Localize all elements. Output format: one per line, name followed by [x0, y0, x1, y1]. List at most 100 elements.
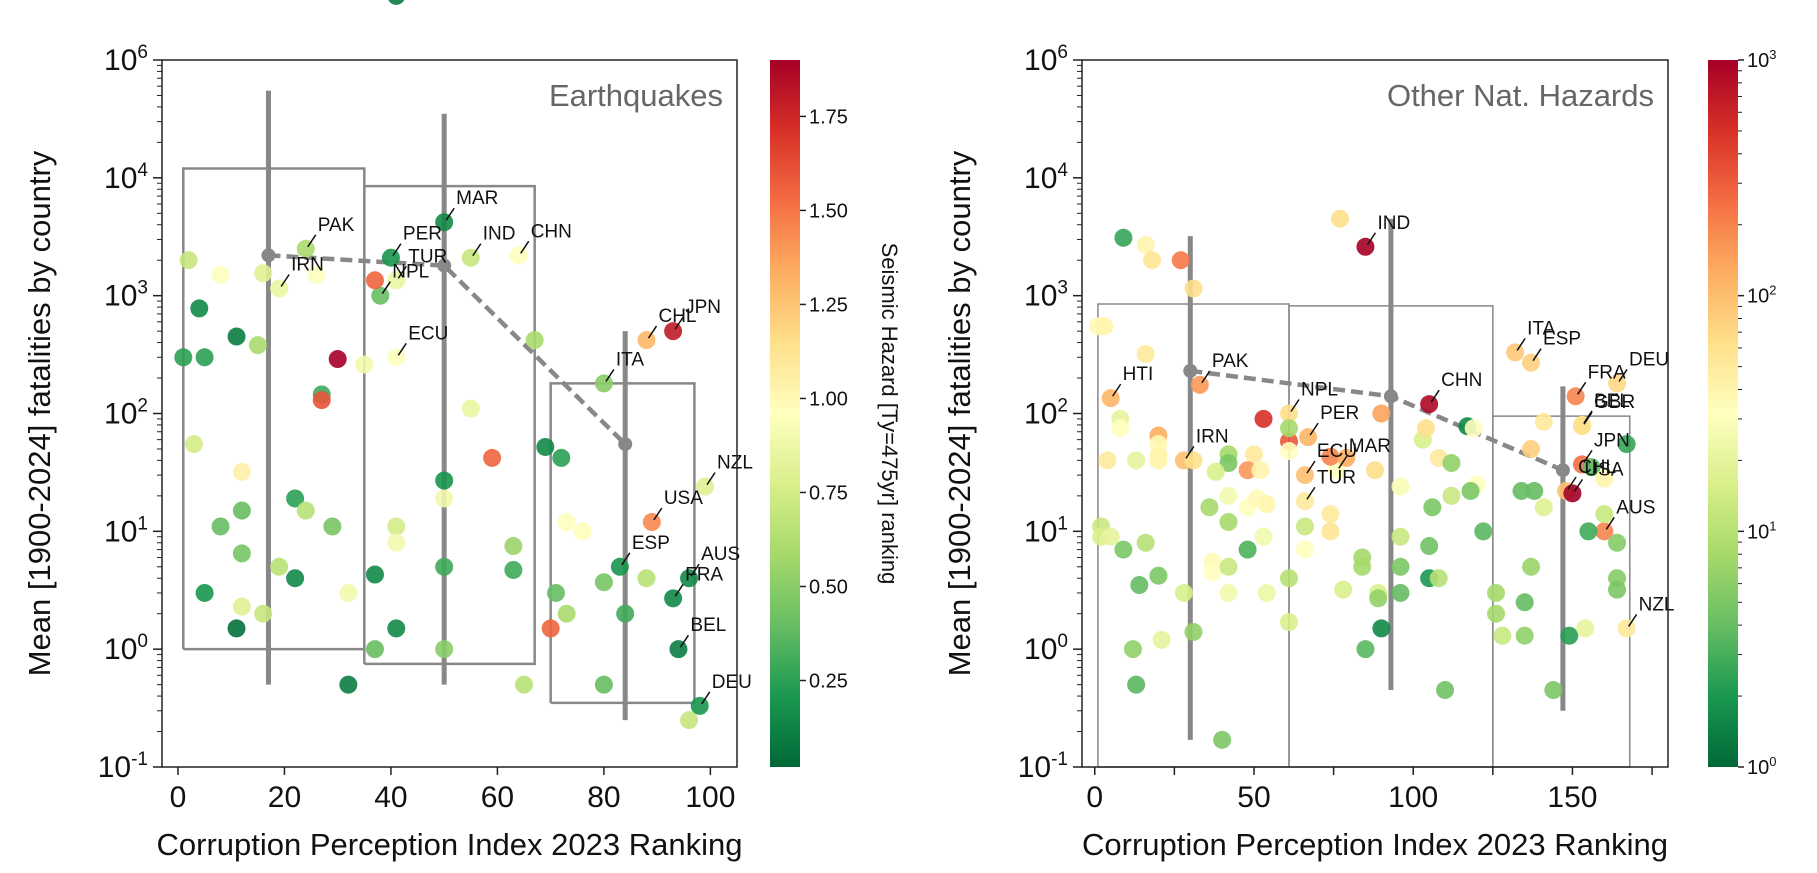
x-tick-label: 50 — [1237, 781, 1270, 814]
point-ind — [461, 248, 480, 267]
point-esp — [1522, 353, 1541, 372]
point-chl — [637, 331, 656, 350]
data-point — [365, 271, 384, 290]
median-marker — [1555, 463, 1570, 478]
data-point — [1369, 589, 1388, 608]
country-label-jpn: JPN — [1594, 430, 1630, 451]
data-point — [1321, 447, 1340, 466]
data-point — [1098, 451, 1117, 470]
data-point — [1525, 481, 1544, 500]
point-ita — [594, 374, 613, 393]
data-point — [1280, 419, 1299, 438]
data-point — [616, 604, 635, 623]
label-leader — [1185, 445, 1195, 459]
data-point — [1136, 533, 1155, 552]
data-point — [483, 448, 502, 467]
y-tick-label: 101 — [104, 513, 148, 548]
point-pak — [1190, 375, 1209, 394]
label-leader — [1567, 476, 1577, 490]
data-point — [1280, 442, 1299, 461]
data-point — [232, 597, 251, 616]
data-point — [1280, 613, 1299, 632]
data-point — [1321, 522, 1340, 541]
colorbar-tick-label: 101 — [1747, 518, 1776, 543]
data-point — [1219, 583, 1238, 602]
label-leader — [1605, 516, 1615, 530]
median-marker — [437, 258, 452, 273]
label-leader — [1290, 399, 1300, 412]
data-point — [1461, 481, 1480, 500]
y-tick-label: 102 — [104, 396, 148, 431]
y-tick-label: 104 — [104, 160, 148, 195]
data-point — [1534, 412, 1553, 431]
label-leader — [445, 207, 455, 221]
data-point — [435, 640, 454, 659]
label-leader — [605, 369, 615, 382]
country-label-deu: DEU — [712, 672, 752, 693]
data-point — [1330, 209, 1349, 228]
country-label-per: PER — [1320, 403, 1359, 424]
data-point — [1251, 461, 1270, 480]
y-tick-label: 106 — [104, 42, 148, 77]
data-point — [1238, 540, 1257, 559]
colorbar-tick-label: 100 — [1747, 754, 1776, 779]
y-tick-label: 101 — [1024, 513, 1068, 548]
data-point — [1152, 630, 1171, 649]
data-point — [1366, 461, 1384, 480]
label-leader — [1306, 460, 1316, 474]
bin-box — [182, 167, 366, 651]
country-labels: HTIPAKPERMARINDCHNIRNTURNPLECUITACHLJPNN… — [280, 188, 753, 705]
data-point — [195, 348, 214, 367]
median-marker — [618, 437, 633, 452]
y-tick-label: 100 — [1024, 631, 1068, 666]
data-point — [573, 522, 592, 541]
data-point — [1595, 469, 1614, 488]
data-point — [286, 569, 305, 588]
data-point — [1213, 730, 1232, 749]
data-point — [211, 517, 230, 536]
data-point — [323, 517, 342, 536]
bin-boxes — [182, 167, 696, 705]
x-tick-label: 0 — [170, 781, 187, 814]
country-label-chl: CHL — [1578, 457, 1616, 478]
data-point — [1254, 527, 1273, 546]
data-point — [435, 489, 454, 508]
data-point — [1534, 498, 1553, 517]
bin-box — [363, 184, 536, 666]
y-tick-label: 10-1 — [98, 749, 148, 784]
data-point — [1219, 557, 1238, 576]
median-marker — [261, 248, 276, 263]
data-point — [1254, 409, 1273, 428]
point-ita — [1506, 343, 1525, 362]
data-point — [1522, 557, 1541, 576]
point-hti — [1101, 389, 1120, 408]
y-tick-label: 103 — [1024, 278, 1068, 313]
x-axis-ticks: 0 20 40 60 80 100 — [170, 767, 735, 814]
y-tick-label: 100 — [104, 631, 148, 666]
data-point — [1200, 498, 1219, 517]
colorbar-tick-label: 1.75 — [809, 106, 848, 128]
data-point — [435, 557, 454, 576]
country-label-aus: AUS — [1616, 497, 1655, 518]
x-axis-ticks: 0 50 100 150 — [1086, 767, 1653, 814]
point-tur — [1295, 492, 1314, 511]
country-label-nzl: NZL — [717, 453, 753, 474]
data-point — [211, 265, 230, 284]
data-point — [1101, 527, 1120, 546]
data-point — [307, 265, 326, 284]
data-point — [1423, 498, 1442, 517]
data-point — [546, 583, 565, 602]
colorbar-tick-label: 103 — [1747, 47, 1776, 72]
label-leader — [520, 240, 530, 254]
x-tick-label: 20 — [268, 781, 301, 814]
data-point — [227, 327, 246, 346]
country-label-deu: DEU — [1629, 349, 1669, 370]
data-point — [1149, 566, 1168, 585]
data-point — [1579, 522, 1598, 541]
y-axis-title: Mean [1900-2024] fatalities by country — [22, 150, 57, 676]
country-label-ind: IND — [1377, 213, 1410, 234]
plot-frame — [161, 59, 738, 768]
data-point — [387, 533, 406, 552]
data-point — [1487, 583, 1506, 602]
